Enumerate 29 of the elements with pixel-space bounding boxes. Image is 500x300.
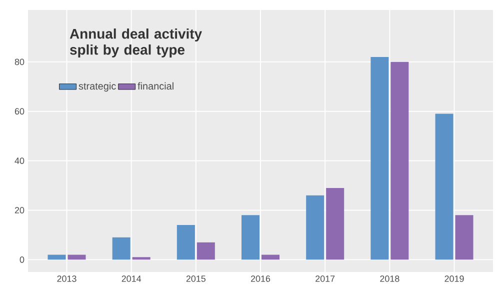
bar <box>326 188 344 260</box>
bar <box>112 237 130 260</box>
bar <box>176 225 195 260</box>
x-tick-label: 2016 <box>250 276 270 282</box>
bar <box>390 62 409 260</box>
bar <box>242 215 260 260</box>
x-tick-label: 2019 <box>444 276 464 282</box>
legend-label: strategic <box>78 82 116 92</box>
bar <box>262 254 280 260</box>
legend-label: financial <box>138 82 174 90</box>
x-tick-label: 2015 <box>186 276 206 282</box>
x-tick-label: 2014 <box>122 276 142 282</box>
bar <box>455 215 474 260</box>
bar <box>196 242 215 260</box>
bar <box>306 195 324 260</box>
bar <box>68 254 86 260</box>
bar <box>48 254 66 260</box>
text: Annual deal activity split by deal type <box>70 28 202 58</box>
bar <box>370 56 389 260</box>
y-tick-label: 80 <box>14 58 24 66</box>
x-tick-label: 2018 <box>380 276 400 282</box>
x-tick-label: 2013 <box>57 276 76 282</box>
y-tick-label: 0 <box>20 256 24 263</box>
bar <box>132 257 150 260</box>
x-tick-label: 2017 <box>316 276 335 282</box>
bar <box>435 114 454 260</box>
y-tick-label: 20 <box>14 207 24 214</box>
y-tick-label: 60 <box>14 108 24 115</box>
y-tick-label: 40 <box>14 158 24 164</box>
